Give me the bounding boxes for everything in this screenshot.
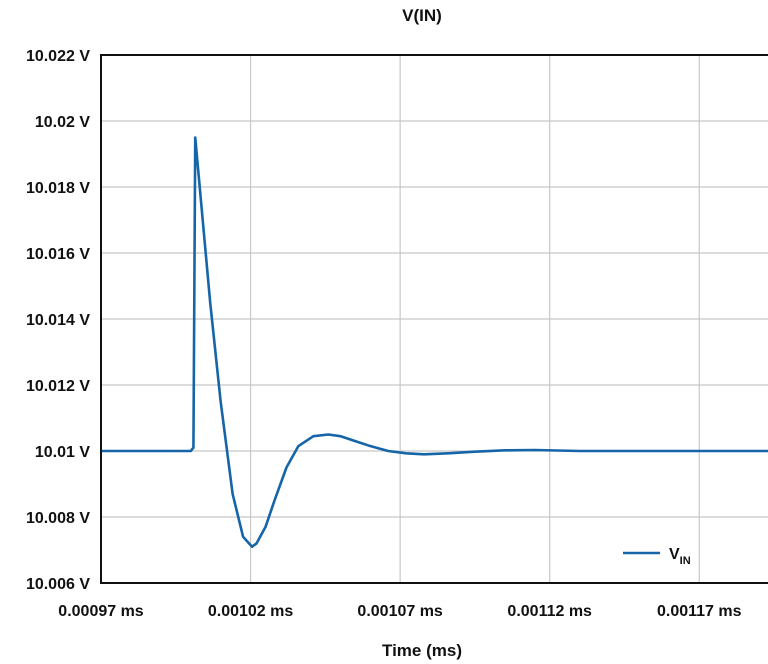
x-tick-label: 0.00102 ms — [208, 603, 294, 620]
y-tick-label: 10.016 V — [26, 246, 90, 263]
x-tick-label: 0.00112 ms — [507, 603, 592, 620]
legend-label-sub: IN — [680, 555, 691, 567]
legend-label-main: V — [669, 546, 680, 563]
x-axis-ticks: 0.00097 ms 0.00102 ms 0.00107 ms 0.00112 ms… — [58, 603, 741, 620]
y-tick-label: 10.014 V — [26, 312, 90, 329]
y-tick-label: 10.008 V — [26, 510, 90, 527]
legend-label: VIN — [669, 546, 691, 567]
y-tick-label: 10.01 V — [35, 444, 90, 461]
y-tick-label: 10.022 V — [26, 48, 90, 65]
plot-frame — [100, 54, 768, 584]
chart-title: V(IN) — [402, 6, 442, 25]
y-axis-ticks: 10.022 V 10.02 V 10.018 V 10.016 V 10.014 V 1… — [26, 48, 90, 593]
y-tick-label: 10.018 V — [26, 180, 90, 197]
y-tick-label: 10.006 V — [26, 576, 90, 593]
grid-lines — [101, 55, 768, 583]
x-tick-label: 0.00117 ms — [657, 603, 742, 620]
series-layer — [101, 136, 768, 548]
legend: VIN — [623, 546, 691, 567]
x-tick-label: 0.00107 ms — [357, 603, 443, 620]
x-axis-label: Time (ms) — [382, 641, 462, 660]
x-tick-label: 0.00097 ms — [58, 603, 144, 620]
series-line-vin — [101, 136, 768, 548]
y-tick-label: 10.02 V — [35, 114, 90, 131]
y-tick-label: 10.012 V — [26, 378, 90, 395]
